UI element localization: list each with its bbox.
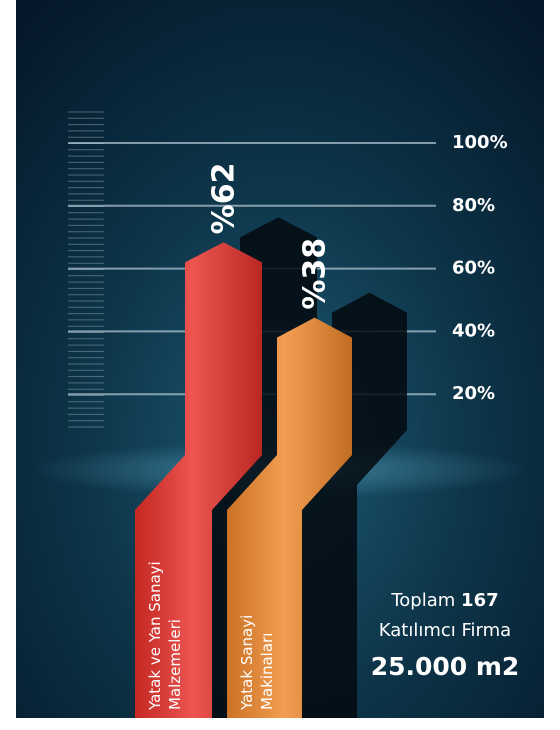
total-suffix: Katılımcı Firma [378,620,512,641]
y-tick-label: 20% [452,383,495,404]
y-tick-label: 100% [452,132,508,153]
value-label: %38 [298,238,333,310]
category-label: Yatak Sanayi Makinaları [238,614,276,710]
y-tick-label: 80% [452,195,495,216]
plot: 20% 40% 60% 80% 100% %62 %38 [68,111,508,718]
category-label: Yatak ve Yan Sanayi Malzemeleri [146,561,184,710]
y-tick-label: 60% [452,258,495,279]
bar-shine [227,317,352,718]
total: Toplam 167 [350,590,540,611]
total-count: 167 [461,590,499,611]
value-label: %62 [207,163,242,235]
y-tick-label: 40% [452,320,495,341]
total-prefix: Toplam [391,590,456,611]
area: 25.000 m2 [370,652,520,681]
bar-shine [135,242,262,718]
bar-shadow [282,292,407,718]
